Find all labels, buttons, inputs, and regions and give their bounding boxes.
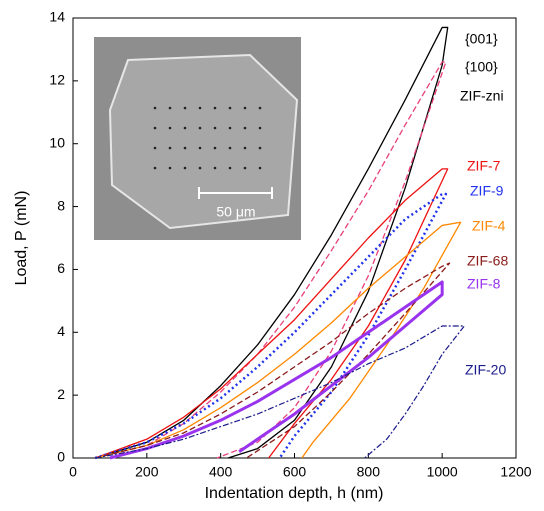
series-label: ZIF-4 <box>472 218 506 234</box>
series-line <box>94 168 449 459</box>
y-tick-label: 4 <box>57 323 65 339</box>
indent-grid <box>153 106 262 170</box>
series-label: ZIF-68 <box>467 253 508 269</box>
series-line <box>94 26 449 459</box>
x-tick-label: 1200 <box>500 464 531 480</box>
series-line <box>94 192 448 460</box>
series-label: {100} <box>465 59 498 75</box>
series-line <box>94 262 451 459</box>
y-tick-label: 6 <box>57 260 65 276</box>
x-tick-label: 600 <box>283 464 307 480</box>
series-line <box>94 221 462 459</box>
x-tick-label: 800 <box>357 464 381 480</box>
series-label: {001} <box>465 31 498 47</box>
y-tick-label: 8 <box>57 197 65 213</box>
x-tick-label: 400 <box>209 464 233 480</box>
series-label: ZIF-7 <box>467 158 501 174</box>
y-tick-label: 14 <box>49 9 65 25</box>
annotation: ZIF-zni <box>460 88 504 104</box>
y-tick-label: 2 <box>57 386 65 402</box>
series-label: ZIF-8 <box>467 276 501 292</box>
series-line <box>109 280 444 460</box>
series-label: ZIF-20 <box>465 362 506 378</box>
series-line <box>95 325 465 459</box>
x-axis-label: Indentation depth, h (nm) <box>205 485 384 502</box>
series-label: ZIF-9 <box>470 183 504 199</box>
x-tick-label: 200 <box>135 464 159 480</box>
y-tick-label: 10 <box>49 134 65 150</box>
scale-label: 50 μm <box>216 204 255 220</box>
x-tick-label: 1000 <box>427 464 458 480</box>
y-axis-label: Load, P (mN) <box>13 191 30 286</box>
x-tick-label: 0 <box>69 464 77 480</box>
y-tick-label: 12 <box>49 72 65 88</box>
y-tick-label: 0 <box>57 449 65 465</box>
crystal <box>108 53 299 230</box>
series-line <box>94 61 447 459</box>
inset-photo: 50 μm <box>94 37 301 240</box>
